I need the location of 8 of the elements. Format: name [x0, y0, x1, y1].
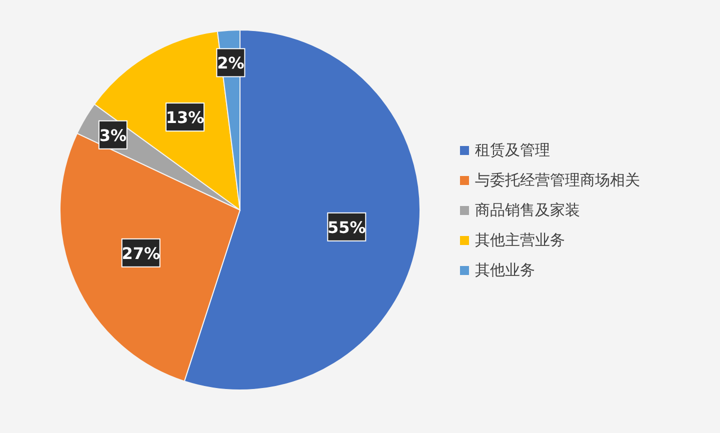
data-label: 2%	[217, 54, 244, 73]
data-label: 3%	[99, 126, 127, 145]
legend-label: 商品销售及家装	[475, 201, 580, 219]
legend-label: 租赁及管理	[475, 141, 550, 159]
legend-label: 其他业务	[475, 261, 535, 279]
data-label: 27%	[122, 244, 160, 263]
legend-label: 其他主营业务	[475, 231, 565, 249]
legend-label: 与委托经营管理商场相关	[475, 171, 640, 189]
